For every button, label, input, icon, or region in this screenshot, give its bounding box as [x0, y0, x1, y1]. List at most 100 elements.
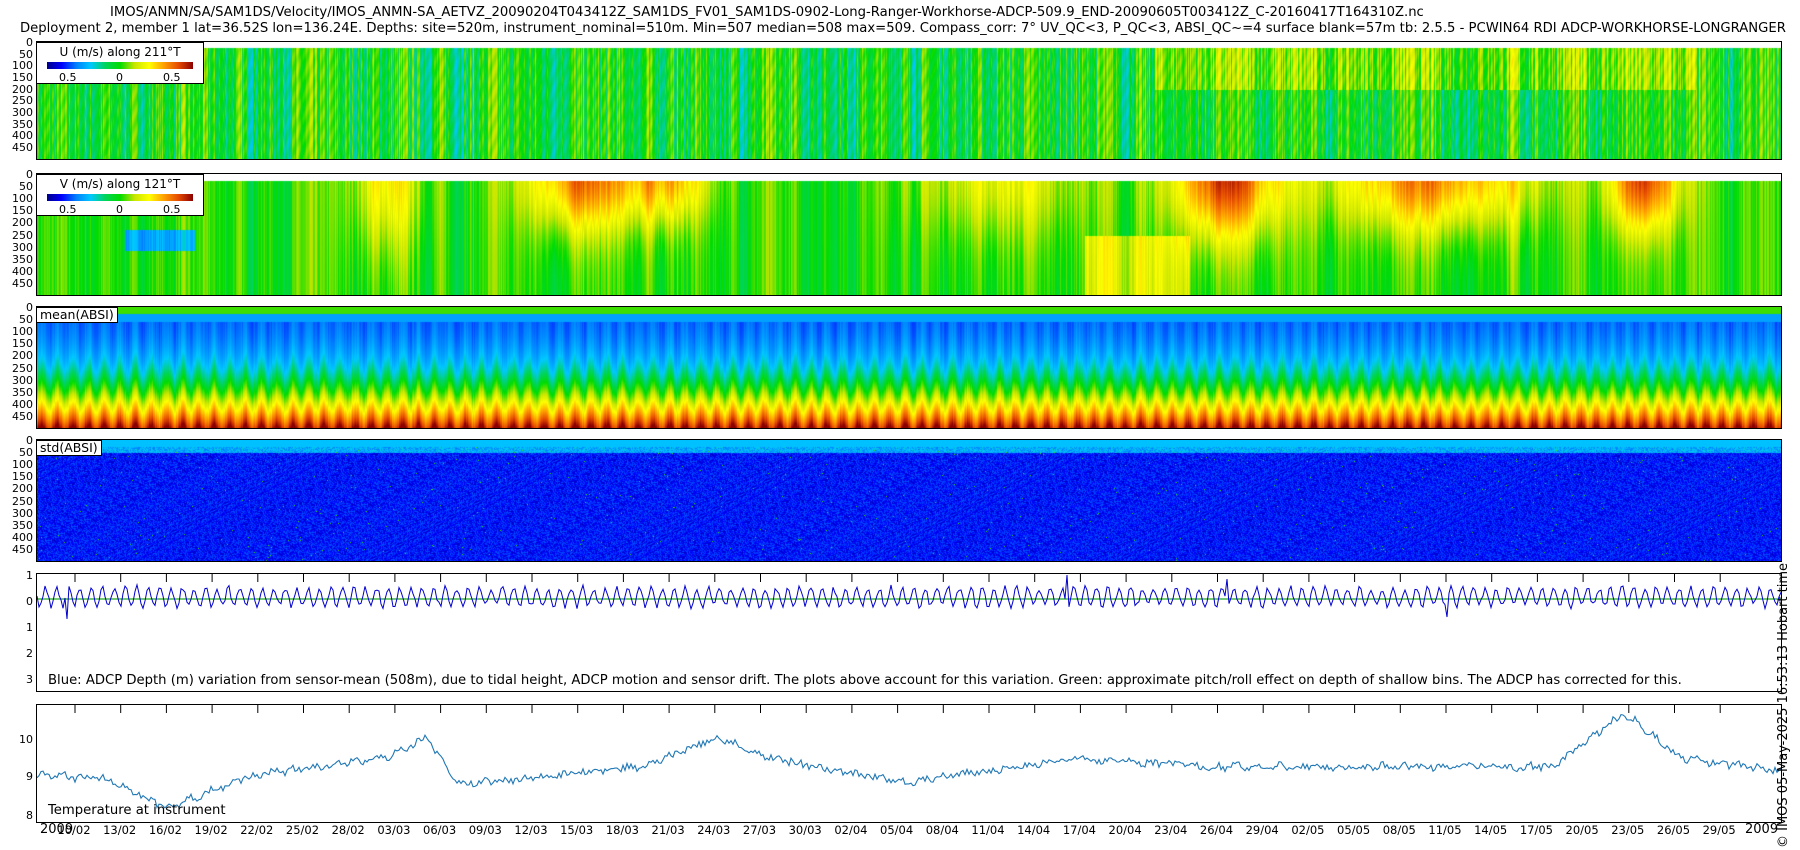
depth-tick-label: 150: [12, 337, 33, 351]
x-tick-label: 10/02: [57, 823, 91, 837]
v-depth-axis: 0 50 100 150 200 250 300 350 400 450: [0, 169, 33, 296]
std-absi-heatmap: [37, 440, 1781, 561]
depth-tick-label: 100: [12, 59, 33, 73]
x-tick-label: 29/05: [1702, 823, 1736, 837]
x-tick-label: 08/05: [1382, 823, 1416, 837]
copyright-timestamp: © IMOS 05-May-2025 16:53:13 Hobart time: [1776, 563, 1791, 848]
title-line-1: IMOS/ANMN/SA/SAM1DS/Velocity/IMOS_ANMN-S…: [110, 5, 1424, 20]
x-tick-label: 22/02: [240, 823, 274, 837]
v-colorbar-label: V (m/s) along 121°T: [59, 177, 181, 191]
x-tick-label: 02/04: [834, 823, 868, 837]
depth-ytick: 0: [26, 595, 33, 608]
temperature-caption: Temperature at instrument: [48, 803, 226, 818]
depth-tick-label: 250: [12, 94, 33, 108]
mean-absi-panel: [36, 306, 1782, 429]
x-tick-label: 21/03: [651, 823, 685, 837]
u-velocity-heatmap: [37, 42, 1781, 159]
x-tick-label: 11/05: [1428, 823, 1462, 837]
x-tick-label: 27/03: [742, 823, 777, 837]
depth-tick-label: 50: [19, 47, 33, 61]
depth-ytick: 1: [26, 621, 33, 634]
blue-depth-variation-line: [37, 574, 1781, 620]
depth-tick-label: 200: [12, 216, 33, 230]
x-tick-label: 30/03: [788, 823, 822, 837]
x-tick-label: 16/02: [148, 823, 182, 837]
depth-tick-label: 50: [19, 180, 33, 194]
u-depth-axis: 0 50 100 150 200 250 300 350 400 450: [0, 37, 33, 160]
depth-tick-label: 200: [12, 482, 33, 496]
depth-tick-label: 250: [12, 494, 33, 508]
depth-tick-label: 300: [12, 506, 33, 520]
depth-ytick: 1: [26, 569, 33, 582]
x-tick-label: 19/02: [194, 823, 228, 837]
v-cbar-tick: 0.5: [163, 203, 181, 216]
depth-tick-label: 200: [12, 82, 33, 96]
u-velocity-panel: [36, 41, 1782, 160]
depth-tick-label: 350: [12, 117, 33, 131]
depth-tick-label: 400: [12, 264, 33, 278]
mean-absi-depth-axis: 0 50 100 150 200 250 300 350 400 450: [0, 302, 33, 429]
u-colorbar-legend: U (m/s) along 211°T 0.5 0 0.5: [36, 42, 204, 84]
x-tick-label: 28/02: [331, 823, 365, 837]
depth-tick-label: 100: [12, 458, 33, 472]
v-cbar-tick: 0: [116, 203, 123, 216]
x-tick-label: 20/05: [1565, 823, 1599, 837]
title-line-2: Deployment 2, member 1 lat=36.52S lon=13…: [20, 21, 1786, 36]
depth-tick-label: 0: [26, 168, 33, 181]
x-tick-label: 12/03: [514, 823, 548, 837]
x-tick-label: 20/04: [1108, 823, 1142, 837]
mean-absi-heatmap: [37, 307, 1781, 428]
x-tick-label: 29/04: [1245, 823, 1279, 837]
x-tick-label: 26/05: [1656, 823, 1691, 837]
v-cbar-tick: 0.5: [59, 203, 77, 216]
x-tick-label: 18/03: [605, 823, 639, 837]
depth-tick-label: 150: [12, 204, 33, 218]
x-tick-label: 26/04: [1199, 823, 1234, 837]
x-tick-label: 02/05: [1291, 823, 1325, 837]
x-tick-label: 15/03: [560, 823, 594, 837]
depth-tick-label: 300: [12, 240, 33, 254]
temp-ytick: 10: [19, 733, 33, 746]
x-tick-label: 23/05: [1611, 823, 1645, 837]
depth-tick-label: 450: [12, 277, 33, 290]
depth-tick-label: 450: [12, 410, 33, 423]
v-colorbar-gradient: [47, 194, 193, 201]
x-tick-label: 03/03: [377, 823, 411, 837]
depth-tick-label: 400: [12, 397, 33, 411]
x-tick-label: 24/03: [697, 823, 731, 837]
depth-ytick: 2: [26, 647, 33, 660]
depth-tick-label: 0: [26, 301, 33, 314]
temp-ytick: 9: [26, 770, 33, 783]
u-cbar-tick: 0: [116, 71, 123, 84]
std-absi-label: std(ABSI): [36, 440, 102, 456]
depth-tick-label: 150: [12, 470, 33, 484]
x-tick-label: 05/04: [880, 823, 914, 837]
depth-tick-label: 350: [12, 518, 33, 532]
mean-absi-label: mean(ABSI): [36, 307, 118, 323]
depth-tick-label: 350: [12, 252, 33, 266]
temperature-line: [37, 713, 1781, 810]
temperature-panel: [36, 704, 1782, 823]
depth-tick-label: 150: [12, 71, 33, 84]
depth-tick-label: 200: [12, 349, 33, 363]
year-end-label: 2009: [1745, 822, 1779, 837]
depth-tick-label: 50: [19, 313, 33, 327]
std-absi-panel: [36, 439, 1782, 562]
x-tick-label: 14/04: [1017, 823, 1051, 837]
x-tick-label: 25/02: [285, 823, 320, 837]
v-velocity-heatmap: [37, 174, 1781, 295]
temperature-y-axis: 10 9 8: [0, 704, 33, 823]
x-tick-label: 09/03: [468, 823, 502, 837]
x-tick-label: 17/05: [1519, 823, 1553, 837]
x-tick-label: 13/02: [103, 823, 137, 837]
x-tick-label: 23/04: [1154, 823, 1188, 837]
depth-variation-y-axis: 1 0 1 2 3: [0, 569, 33, 692]
depth-tick-label: 400: [12, 530, 33, 544]
depth-tick-label: 100: [12, 192, 33, 206]
depth-ytick: 3: [26, 673, 33, 686]
x-tick-label: 06/03: [423, 823, 457, 837]
depth-tick-label: 250: [12, 228, 33, 242]
depth-tick-label: 450: [12, 543, 33, 556]
depth-tick-label: 350: [12, 385, 33, 399]
u-colorbar-label: U (m/s) along 211°T: [59, 45, 181, 59]
